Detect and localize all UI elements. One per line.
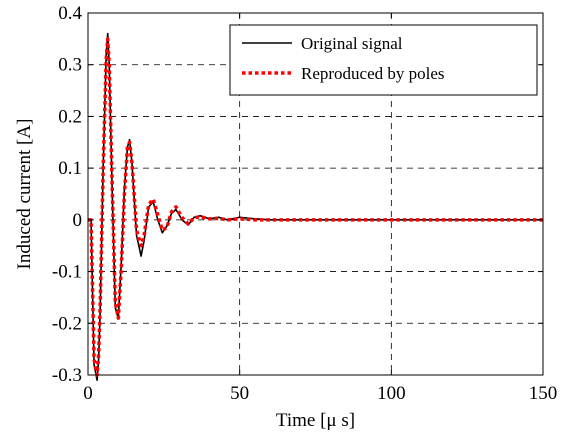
y-tick-label: -0.2 (52, 313, 82, 334)
x-tick-label: 50 (230, 383, 249, 404)
y-tick-label: -0.1 (52, 262, 82, 283)
y-tick-label: 0.1 (58, 158, 82, 179)
legend-label-1: Reproduced by poles (301, 64, 445, 83)
plot-frame (87, 12, 544, 376)
x-tick-label: 150 (529, 383, 558, 404)
y-tick-label: 0.4 (58, 3, 82, 24)
y-tick-label: 0 (73, 210, 83, 231)
tick-layer: 0 50 100 150 -0.3 -0.2 -0.1 0 0.1 0.2 0.3 0.4 (52, 3, 557, 404)
legend-label-0: Original signal (301, 34, 403, 53)
x-tick-label: 100 (377, 383, 406, 404)
y-axis-label: Induced current [A] (14, 119, 35, 270)
y-tick-label: -0.3 (52, 365, 82, 386)
y-tick-label: 0.3 (58, 55, 82, 76)
legend: Original signal Reproduced by poles (229, 24, 538, 96)
y-tick-label: 0.2 (58, 106, 82, 127)
x-axis-label: Time [μ s] (276, 410, 355, 431)
x-tick-label: 0 (83, 383, 93, 404)
legend-box (229, 24, 538, 96)
series-layer (88, 32, 543, 381)
